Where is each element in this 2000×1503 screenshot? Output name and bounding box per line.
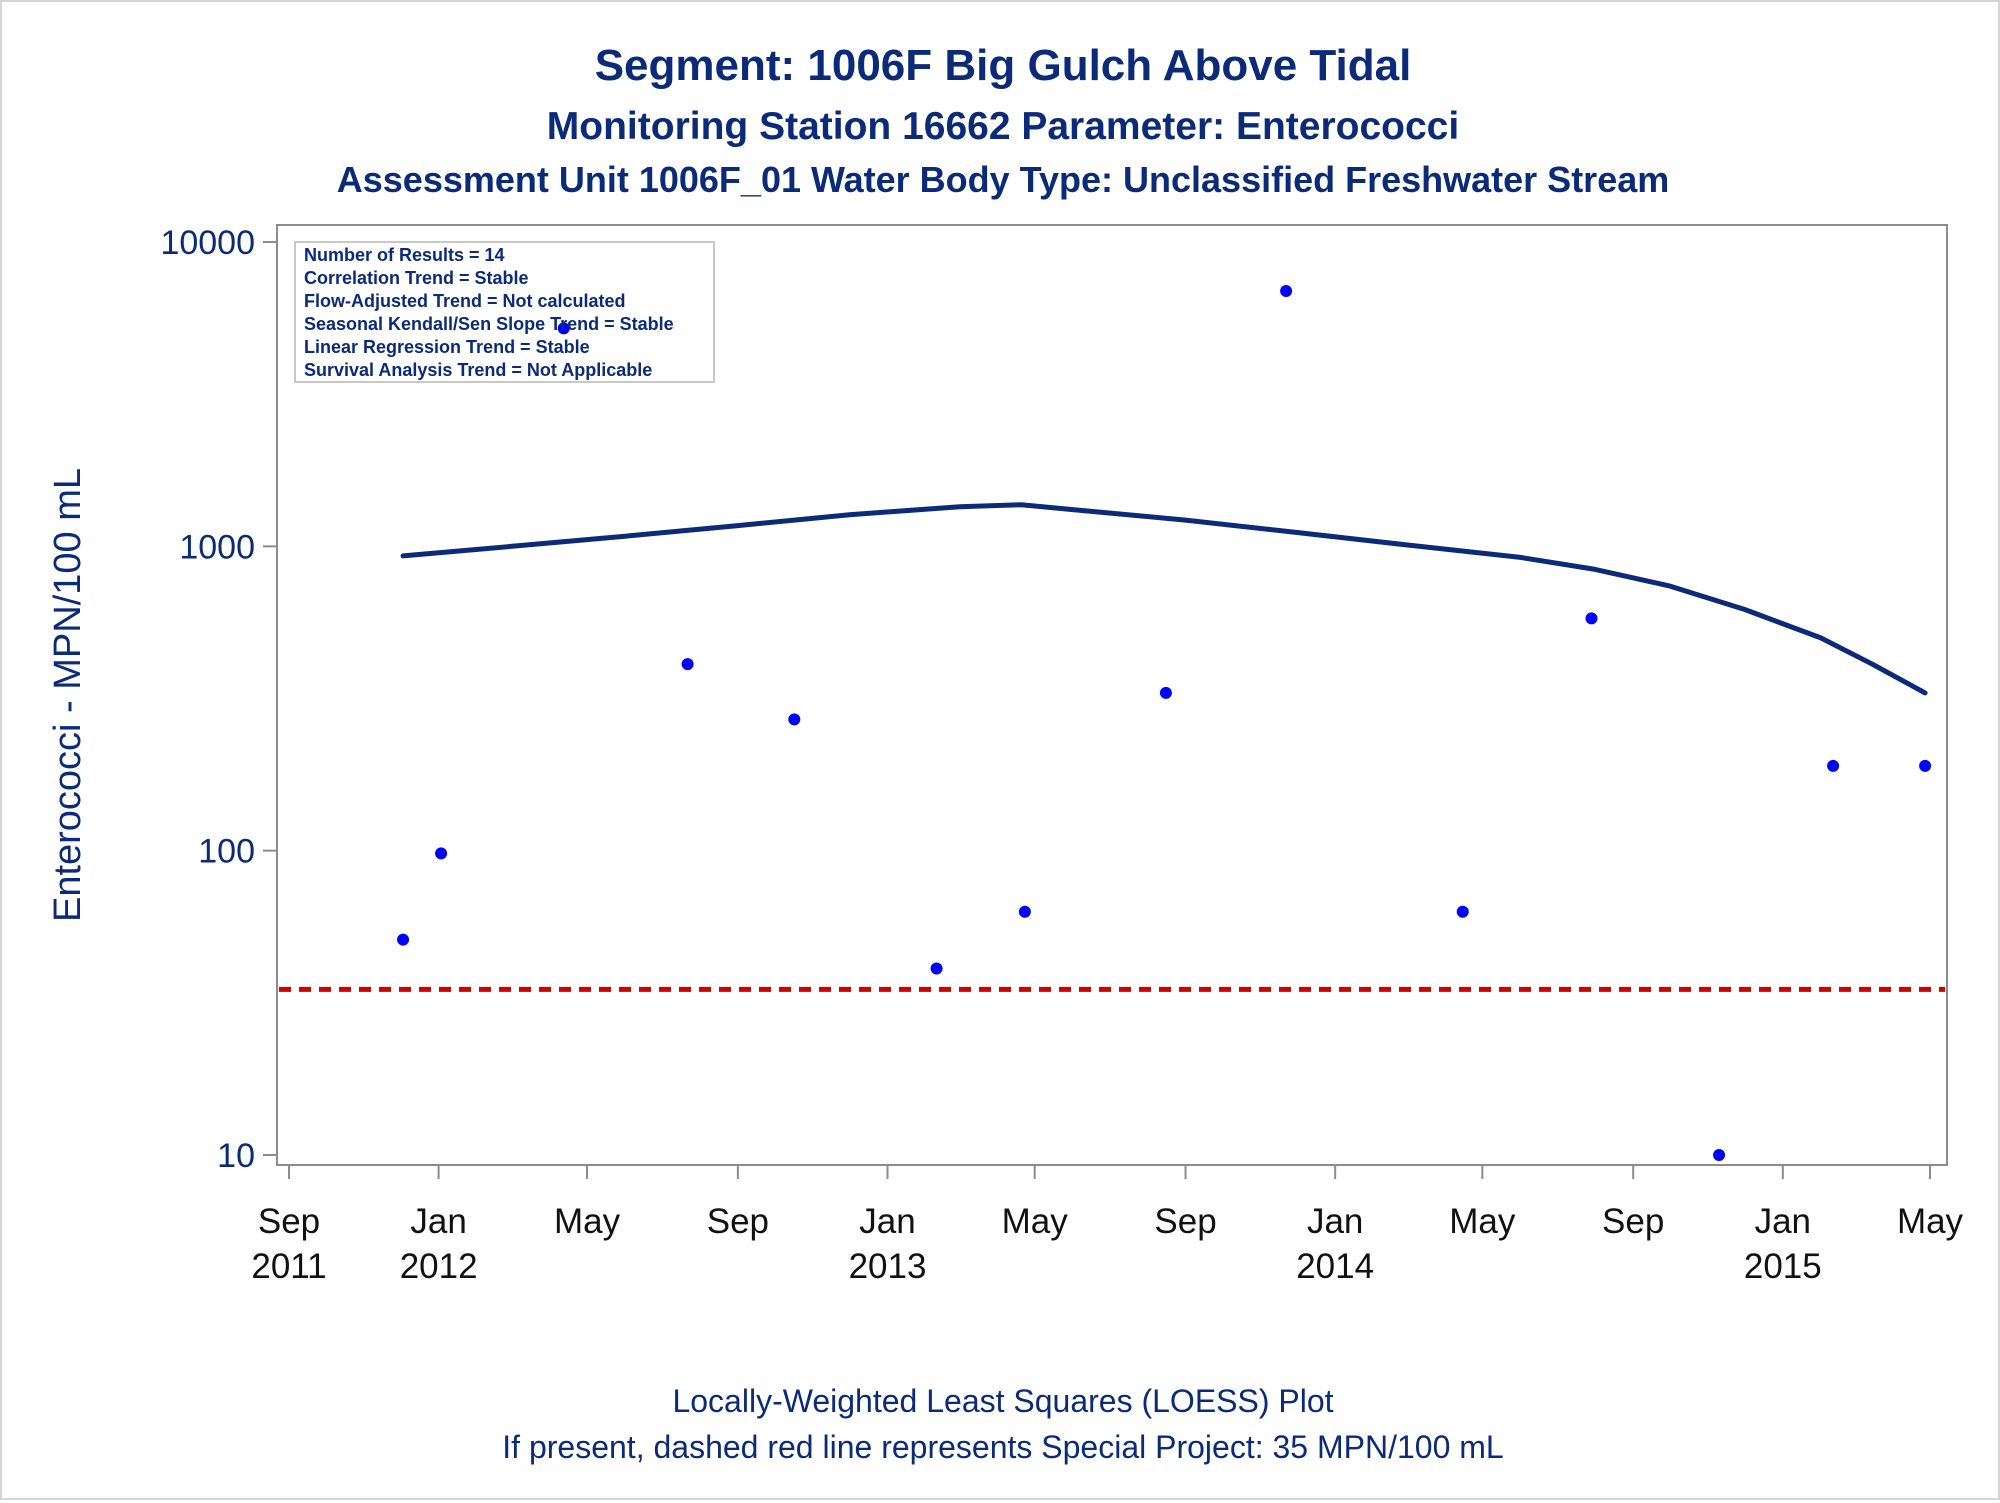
x-tick-label: Sep [1602,1202,1664,1241]
x-tick-label: Sep [258,1202,320,1241]
data-point [930,962,943,975]
y-tick-label: 10000 [160,224,255,262]
x-tick-label: Jan [410,1202,466,1241]
data-point [1827,759,1840,772]
data-point [1585,612,1598,625]
chart-title: Segment: 1006F Big Gulch Above Tidal [595,41,1412,90]
stats-box-border [294,241,715,383]
x-tick-year-label: 2013 [849,1247,927,1286]
loess-curve [400,502,1928,696]
stats-line: Number of Results = 14 [304,245,505,265]
x-tick-label: Jan [859,1202,915,1241]
data-point [1713,1149,1726,1161]
stats-line: Flow-Adjusted Trend = Not calculated [304,291,626,311]
footnote-line-1: Locally-Weighted Least Squares (LOESS) P… [672,1383,1333,1419]
data-point [1018,905,1031,918]
data-point [1159,686,1172,699]
x-tick-label: May [554,1202,621,1241]
x-tick-label: Sep [707,1202,769,1241]
chart-subtitle-2: Assessment Unit 1006F_01 Water Body Type… [337,159,1670,200]
stats-line: Linear Regression Trend = Stable [304,337,590,357]
x-axis: Sep 2011 Jan 2012 May Sep Jan 2013 May Sep Jan 2014… [251,1165,1964,1286]
data-point [788,713,801,726]
stats-line: Correlation Trend = Stable [304,268,529,288]
plot-area [276,224,1948,1166]
y-tick-label: 1000 [179,528,255,566]
x-tick-label: Jan [1307,1202,1363,1241]
stats-box: Number of Results = 14 Correlation Trend… [294,241,715,383]
data-point [1456,905,1469,918]
stats-line: Survival Analysis Trend = Not Applicable [304,360,652,380]
x-tick-year-label: 2012 [400,1247,478,1286]
x-tick-label: May [1897,1202,1964,1241]
data-point [1919,759,1932,772]
y-tick-label: 10 [217,1137,255,1175]
data-point [557,322,570,335]
x-tick-label: Sep [1154,1202,1216,1241]
data-point [397,933,410,946]
x-tick-year-label: 2014 [1296,1247,1374,1286]
footnote-line-2: If present, dashed red line represents S… [502,1429,1503,1465]
y-axis: 10 100 1000 10000 [160,224,277,1175]
x-tick-year-label: 2015 [1744,1247,1822,1286]
data-point [681,658,694,671]
stats-line: Seasonal Kendall/Sen Slope Trend = Stabl… [304,314,674,334]
data-point [1280,285,1293,298]
x-tick-label: Jan [1755,1202,1811,1241]
y-axis-label: Enterococci - MPN/100 mL [47,468,89,922]
points-layer [397,285,1932,1161]
data-point [435,847,448,860]
x-tick-year-label: 2011 [251,1247,326,1286]
loess-layer [400,502,1928,696]
x-tick-label: May [1449,1202,1516,1241]
chart-subtitle: Monitoring Station 16662 Parameter: Ente… [547,105,1459,148]
x-tick-label: May [1002,1202,1069,1241]
y-tick-label: 100 [198,833,255,871]
